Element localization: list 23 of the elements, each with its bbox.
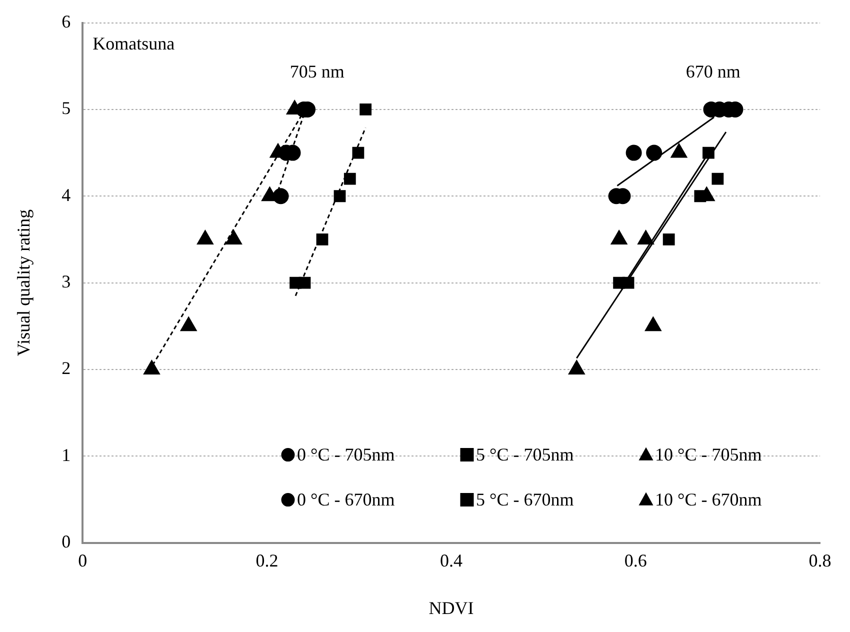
legend-label: 10 °C - 705nm [655, 444, 762, 465]
y-tick-label: 6 [62, 12, 71, 32]
annotation: Komatsuna [92, 34, 175, 54]
legend-label: 0 °C - 705nm [297, 444, 395, 465]
y-tick-label: 0 [62, 532, 71, 552]
x-axis-title: NDVI [428, 598, 474, 618]
x-tick-label: 0 [78, 550, 88, 570]
x-tick-label: 0.6 [624, 550, 647, 570]
y-axis-title: Visual quality rating [14, 209, 34, 356]
legend-label: 0 °C - 670nm [297, 490, 395, 510]
x-tick-label: 0.8 [808, 550, 832, 570]
annotation: 670 nm [686, 62, 740, 82]
x-tick-label: 0.2 [256, 550, 278, 570]
y-tick-label: 2 [62, 358, 71, 378]
legend-label: 5 °C - 670nm [476, 490, 574, 510]
legend-label: 10 °C - 670nm [655, 490, 762, 510]
annotation: 705 nm [290, 62, 344, 82]
y-tick-label: 4 [62, 184, 71, 205]
y-tick-label: 5 [62, 98, 71, 118]
y-tick-label: 3 [62, 272, 71, 292]
x-tick-label: 0.4 [440, 550, 463, 570]
legend-label: 5 °C - 705nm [476, 444, 574, 465]
y-tick-label: 1 [62, 444, 71, 465]
